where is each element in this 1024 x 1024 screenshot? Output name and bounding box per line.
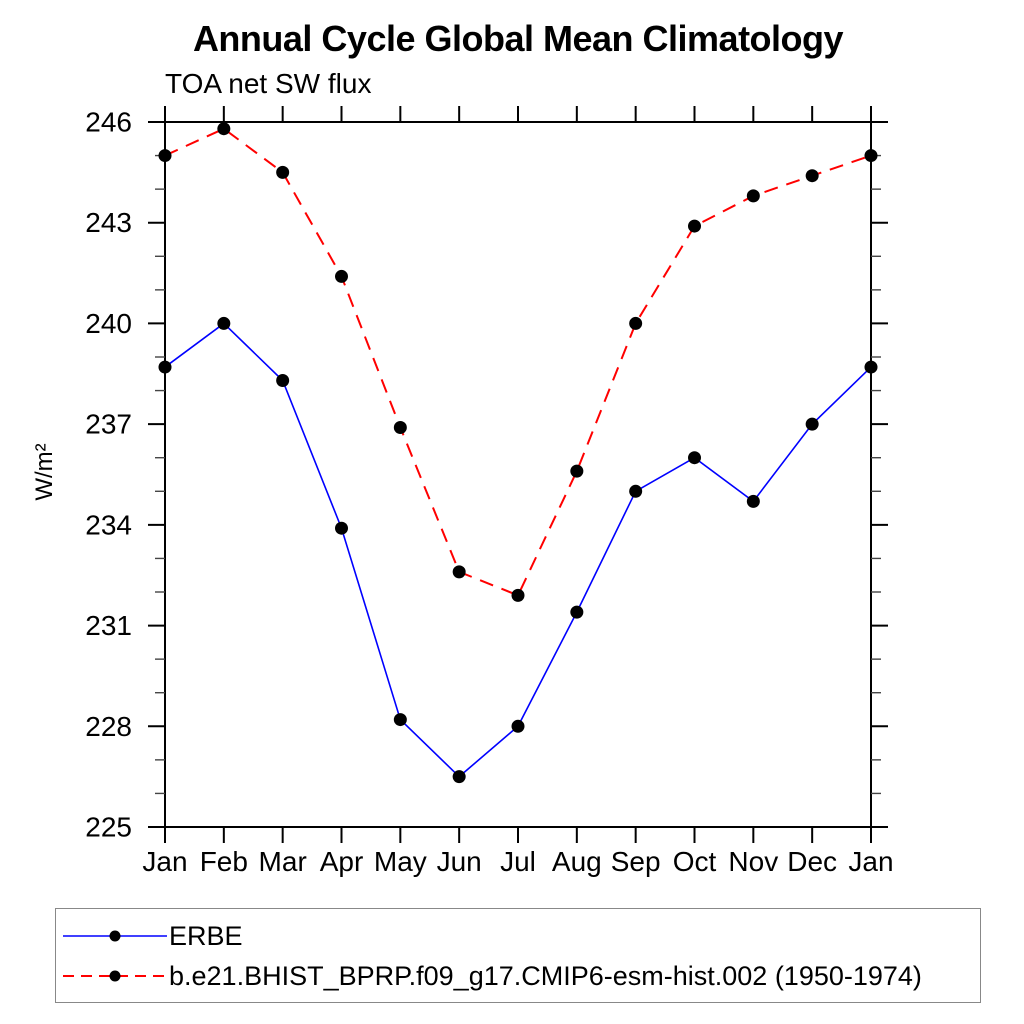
x-tick-label: May	[374, 846, 427, 877]
data-point-marker	[511, 719, 525, 733]
data-point-marker	[452, 770, 466, 784]
legend-box: ERBE b.e21.BHIST_BPRP.f09_g17.CMIP6-esm-…	[55, 908, 981, 1003]
x-tick-label: Nov	[728, 846, 778, 877]
data-point-marker	[805, 169, 819, 183]
data-point-marker	[864, 149, 878, 163]
chart-title: Annual Cycle Global Mean Climatology	[192, 18, 844, 59]
data-point-marker	[688, 219, 701, 233]
x-tick-label: Aug	[552, 846, 602, 877]
data-point-marker	[629, 316, 643, 330]
data-point-marker	[570, 605, 584, 619]
legend-entry-erbe: ERBE	[61, 919, 980, 953]
x-tick-label: Feb	[200, 846, 248, 877]
x-tick-label: Oct	[673, 846, 717, 877]
legend-label-cmip6: b.e21.BHIST_BPRP.f09_g17.CMIP6-esm-hist.…	[169, 960, 922, 991]
x-tick-label: Apr	[320, 846, 364, 877]
data-point-marker	[746, 189, 760, 203]
data-point-marker	[217, 316, 231, 330]
data-point-marker	[393, 421, 407, 434]
data-point-marker	[688, 451, 701, 465]
y-tick-label: 225	[85, 812, 132, 843]
data-point-marker	[158, 149, 172, 163]
chart-subtitle: TOA net SW flux	[165, 68, 372, 99]
data-point-marker	[335, 521, 348, 535]
x-tick-label: Jul	[500, 846, 536, 877]
y-tick-label: 240	[85, 308, 132, 339]
y-tick-label: 246	[85, 107, 132, 138]
x-tick-label: Sep	[611, 846, 661, 877]
legend-entry-cmip6: b.e21.BHIST_BPRP.f09_g17.CMIP6-esm-hist.…	[61, 959, 980, 993]
legend-dot-marker-icon	[109, 930, 121, 941]
y-tick-label: 234	[85, 509, 132, 540]
data-point-marker	[158, 360, 172, 374]
data-point-marker	[570, 464, 584, 478]
series-line-1	[164, 127, 872, 597]
x-tick-label: Jan	[142, 846, 187, 877]
x-tick-label: Mar	[259, 846, 307, 877]
y-tick-label: 231	[85, 610, 132, 641]
data-point-marker	[276, 165, 290, 179]
legend-label-erbe: ERBE	[169, 920, 243, 951]
data-point-marker	[864, 360, 878, 374]
data-point-marker	[805, 417, 819, 431]
legend-line-sample-dashed	[63, 970, 167, 981]
data-point-marker	[452, 565, 466, 579]
legend-line-sample-solid	[63, 930, 167, 941]
data-point-marker	[629, 484, 643, 498]
x-tick-label: Dec	[787, 846, 837, 877]
data-point-marker	[335, 269, 348, 283]
y-tick-label: 237	[85, 409, 132, 440]
x-tick-label: Jan	[848, 846, 893, 877]
data-point-marker	[746, 494, 760, 508]
y-tick-label: 228	[85, 711, 132, 742]
data-point-marker	[276, 374, 290, 387]
data-point-marker	[511, 588, 525, 602]
data-point-marker	[217, 122, 231, 136]
data-point-marker	[393, 713, 407, 727]
legend-dot-marker-icon	[109, 970, 121, 981]
x-tick-label: Jun	[437, 846, 482, 877]
series-line-0	[164, 322, 872, 778]
y-tick-label: 243	[85, 207, 132, 238]
